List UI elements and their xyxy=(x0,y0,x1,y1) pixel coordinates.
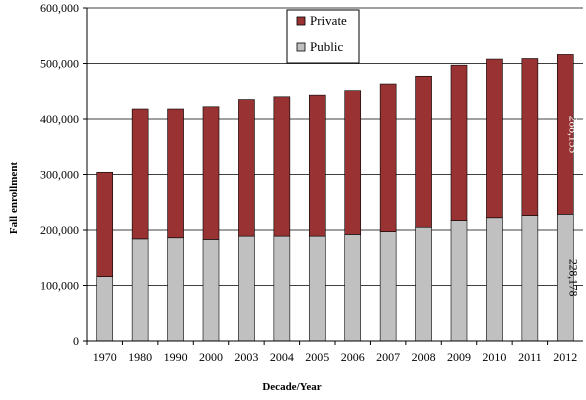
x-tick-label: 2007 xyxy=(376,350,400,364)
bar-public-1970 xyxy=(96,276,114,342)
x-tick-label: 1970 xyxy=(93,350,117,364)
x-tick-label: 2006 xyxy=(341,350,365,364)
bar-public-2009 xyxy=(450,220,468,342)
bar-public-2008 xyxy=(415,226,432,342)
bar-private-2009 xyxy=(450,64,468,221)
bar-private-2011 xyxy=(521,58,539,216)
bar-private-1990 xyxy=(167,108,184,239)
y-tick-label: 500,000 xyxy=(40,57,79,71)
bar-private-1970 xyxy=(96,171,114,277)
bar-public-2005 xyxy=(308,235,326,342)
bar-public-1980 xyxy=(131,238,149,342)
bar-public-2004 xyxy=(273,235,291,342)
bar-private-2003 xyxy=(238,99,255,237)
x-tick-label: 2004 xyxy=(270,350,294,364)
bar-public-2006 xyxy=(344,234,362,342)
bar-private-2005 xyxy=(308,94,326,237)
y-tick-label: 100,000 xyxy=(40,279,79,293)
x-tick-label: 2012 xyxy=(553,350,577,364)
legend-label-public: Public xyxy=(310,39,343,54)
bar-private-2006 xyxy=(344,90,362,235)
y-tick-label: 600,000 xyxy=(40,1,79,15)
bar-private-2012 xyxy=(556,54,574,215)
x-tick-label: 2000 xyxy=(199,350,223,364)
y-tick-label: 300,000 xyxy=(40,168,79,182)
x-tick-label: 2003 xyxy=(234,350,258,364)
y-tick-labels: 0 100,000 200,000 300,000 400,000 500,000 600,… xyxy=(40,1,79,348)
y-tick-label: 0 xyxy=(73,334,79,348)
bar-public-2000 xyxy=(202,239,220,342)
axes xyxy=(86,8,583,345)
legend-box xyxy=(286,9,360,64)
bar-private-2004 xyxy=(273,96,291,237)
y-axis-title: Fall enrollment xyxy=(8,162,20,235)
legend-label-private: Private xyxy=(310,13,347,28)
bar-public-2007 xyxy=(379,231,397,342)
legend-swatch-private xyxy=(296,16,306,26)
y-tick-label: 400,000 xyxy=(40,112,79,126)
legend: Private Public xyxy=(286,9,360,64)
x-tick-label: 1990 xyxy=(164,350,188,364)
data-label-private-2012: 288,153 xyxy=(566,116,578,154)
bars xyxy=(96,54,574,342)
x-tick-labels: 1970 1980 1990 2000 2003 2004 2005 2006 2007 2008… xyxy=(93,350,578,364)
x-axis-title: Decade/Year xyxy=(262,381,321,393)
bar-private-2000 xyxy=(202,106,220,240)
x-tick-label: 2010 xyxy=(482,350,506,364)
bar-private-2007 xyxy=(379,83,397,232)
bar-private-2008 xyxy=(415,75,432,228)
legend-swatch-public xyxy=(296,42,306,52)
bar-private-2010 xyxy=(486,58,503,219)
bar-public-2011 xyxy=(521,215,539,342)
bar-public-1990 xyxy=(167,237,184,342)
bar-public-2003 xyxy=(238,235,255,342)
bar-public-2010 xyxy=(486,217,503,342)
bar-private-1980 xyxy=(131,108,149,240)
data-label-public-2012: 228,178 xyxy=(566,259,578,297)
x-tick-label: 1980 xyxy=(128,350,152,364)
x-tick-label: 2011 xyxy=(518,350,542,364)
x-tick-label: 2009 xyxy=(447,350,471,364)
x-tick-label: 2005 xyxy=(305,350,329,364)
x-tick-label: 2008 xyxy=(412,350,436,364)
y-tick-label: 200,000 xyxy=(40,223,79,237)
